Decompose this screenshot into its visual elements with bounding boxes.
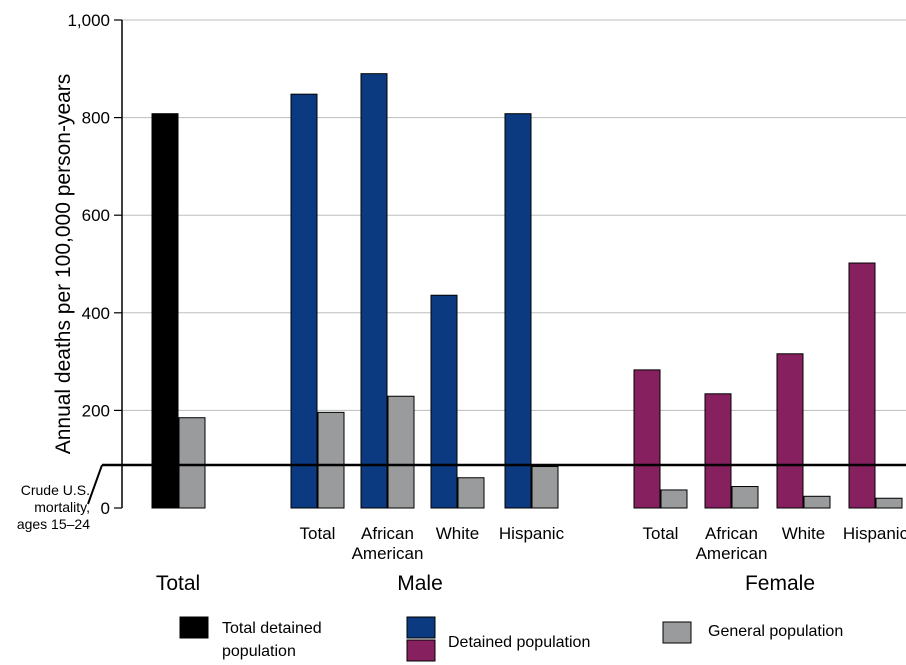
legend: Total detained population Detained populat… [179,616,843,662]
category-label: White [436,524,479,543]
detained-bar [776,353,804,509]
y-tick-label: 0 [101,499,110,518]
y-tick-label: 600 [82,206,110,225]
general-bar [178,417,206,509]
group-label-total: Total [156,572,200,595]
reference-label: ages 15–24 [17,516,90,532]
detained-bar [504,113,532,509]
bars [151,73,903,509]
legend-label: Total detained [222,620,322,637]
y-axis: 0 200 400 600 800 1,000 [67,11,123,518]
group-label-female: Female [745,572,815,595]
category-label: Hispanic [499,524,565,543]
y-tick-label: 800 [82,109,110,128]
detained-bar [848,262,876,509]
category-labels: Total African American White Hispanic Total Af… [300,524,906,563]
general-bar [731,486,759,509]
general-bar [875,497,903,509]
category-label: White [782,524,825,543]
detained-bar [704,393,732,509]
detained-bar [360,73,388,509]
reference-line-group: Crude U.S.mortality,ages 15–24 [17,463,906,532]
y-axis-label: Annual deaths per 100,000 person-years [52,74,75,455]
detained-bar [633,369,661,509]
legend-swatch [662,621,692,644]
category-label: Hispanic [843,524,906,543]
y-tick-label: 400 [82,304,110,323]
reference-leader [87,464,103,505]
legend-label: Detained population [448,634,590,651]
detained-bar [290,93,318,509]
general-bar [803,495,831,509]
legend-label: General population [708,623,843,640]
general-bar [457,477,485,509]
category-label: Total [643,524,679,543]
category-label: African American [352,524,424,563]
legend-label: population [222,643,296,660]
reference-label: Crude U.S. [21,482,90,498]
detained-bar [151,113,179,509]
legend-swatch [406,616,436,639]
category-label: African American [696,524,768,563]
y-tick-label: 1,000 [67,11,110,30]
legend-swatch [406,639,436,662]
detained-bar [430,294,458,509]
general-bar [660,489,688,509]
general-bar [531,466,559,509]
reference-label: mortality, [34,499,90,515]
legend-swatch [179,616,209,639]
group-labels: Total Male Female [156,572,815,595]
general-bar [387,395,415,509]
category-label: Total [300,524,336,543]
y-tick-label: 200 [82,401,110,420]
general-bar [317,411,345,509]
group-label-male: Male [397,572,443,595]
